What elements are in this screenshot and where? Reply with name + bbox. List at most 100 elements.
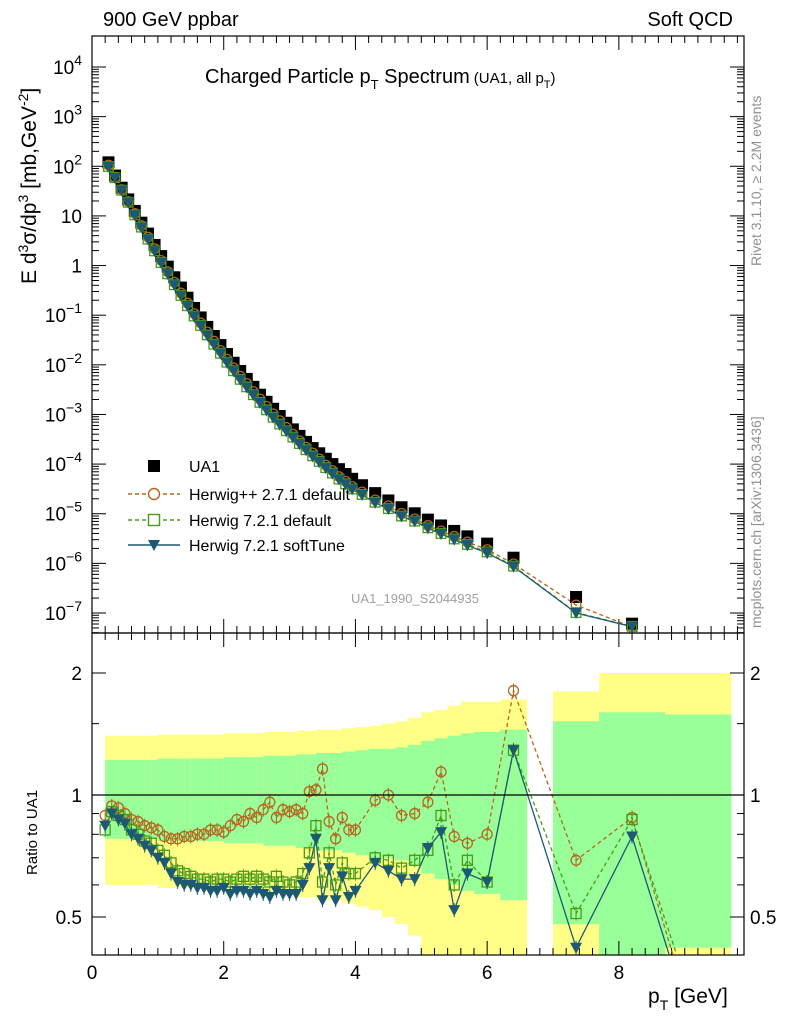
band-green: [447, 735, 462, 885]
data-point: [448, 534, 461, 546]
data-point: [280, 426, 293, 438]
series-markers-2: [103, 161, 638, 632]
ratio-point: [316, 895, 329, 907]
data-point: [155, 257, 168, 269]
data-point: [240, 382, 253, 394]
ratio-point: [185, 830, 197, 843]
ratio-point: [461, 868, 474, 880]
main-data-series: [102, 156, 640, 633]
ratio-y-tick-label-right: 0.5: [750, 908, 776, 929]
ratio-point: [283, 805, 296, 818]
ratio-point: [507, 684, 520, 697]
y-tick-label: 10−7: [45, 598, 82, 625]
ratio-point: [481, 828, 493, 840]
ratio-point: [316, 876, 329, 888]
ratio-point: [231, 813, 243, 826]
y-tick-label: 10−4: [45, 449, 82, 476]
data-point: [339, 479, 352, 491]
legend-label-ua1: UA1: [189, 459, 220, 476]
data-point: [346, 484, 359, 496]
band-green: [243, 757, 251, 844]
ratio-point: [139, 820, 151, 832]
ratio-point: [184, 879, 197, 891]
x-tick-label: 4: [350, 963, 361, 984]
ratio-point: [152, 824, 164, 836]
data-point: [356, 489, 369, 501]
band-green: [342, 751, 350, 853]
ratio-y-axis-label: Ratio to UA1: [24, 790, 41, 875]
ratio-point: [250, 870, 263, 882]
band-green: [118, 760, 126, 839]
ratio-point: [112, 814, 125, 826]
band-green: [296, 754, 304, 848]
band-green: [315, 752, 324, 851]
ratio-point: [244, 873, 256, 885]
band-green: [203, 758, 212, 842]
ratio-point: [105, 808, 118, 820]
band-green: [230, 757, 238, 844]
series-line-3: [107, 166, 639, 633]
data-point: [168, 280, 181, 292]
data-point: [174, 290, 187, 302]
ratio-point: [435, 827, 448, 839]
band-green: [289, 755, 297, 846]
ratio-point: [99, 820, 112, 832]
ratio-point: [197, 882, 210, 894]
ratio-point: [158, 857, 171, 869]
data-point: [207, 339, 220, 351]
x-tick-label: 2: [218, 963, 229, 984]
ratio-point: [349, 824, 362, 836]
ratio-point: [257, 804, 269, 816]
data-point: [306, 451, 319, 463]
band-green: [256, 757, 264, 844]
mcplots-label: mcplots.cern.ch [arXiv:1306.3436]: [748, 416, 764, 628]
data-point: [128, 210, 141, 222]
band-green: [138, 760, 146, 839]
ratio-point: [349, 867, 362, 880]
band-green: [348, 751, 356, 853]
ratio-point: [626, 813, 638, 826]
ratio-point: [336, 871, 349, 883]
legend-marker-herwig721-softtune: [148, 540, 160, 551]
data-point: [115, 185, 128, 197]
ratio-point: [330, 833, 342, 845]
x-tick-label: 8: [614, 963, 625, 984]
band-green: [223, 757, 231, 844]
series-line-1: [107, 164, 639, 633]
data-point: [313, 457, 326, 469]
ratio-point: [264, 876, 276, 888]
y-tick-label: 10: [61, 207, 82, 228]
data-point: [570, 591, 583, 604]
ratio-point: [296, 879, 309, 891]
data-point: [293, 439, 306, 451]
data-point: [260, 405, 273, 417]
ratio-point: [395, 809, 408, 822]
ratio-point: [421, 842, 434, 854]
data-point: [194, 320, 207, 332]
legend-label-herwigpp: Herwig++ 2.7.1 default: [189, 487, 351, 504]
legend-marker-herwig721-default: [147, 513, 161, 527]
band-green: [394, 747, 409, 861]
band-green: [171, 758, 179, 842]
band-green: [210, 758, 218, 842]
band-green: [236, 757, 244, 844]
band-green: [309, 754, 317, 848]
data-point: [481, 548, 494, 560]
ratio-point: [204, 824, 217, 836]
band-green: [381, 748, 396, 858]
band-green: [111, 760, 119, 839]
ratio-point: [277, 804, 289, 816]
data-point: [626, 621, 639, 633]
ratio-point: [224, 888, 237, 900]
band-green: [473, 732, 501, 894]
data-point: [122, 197, 135, 209]
ratio-point: [342, 892, 355, 904]
data-point: [141, 234, 154, 246]
header-right-label: Soft QCD: [647, 9, 733, 31]
plot-title: Charged Particle pT Spectrum (UA1, all pT…: [205, 66, 556, 92]
ratio-point: [323, 847, 335, 859]
ratio-point: [224, 820, 236, 832]
ratio-y-tick-label: 2: [71, 664, 82, 685]
ratio-markers-0: [99, 683, 638, 868]
